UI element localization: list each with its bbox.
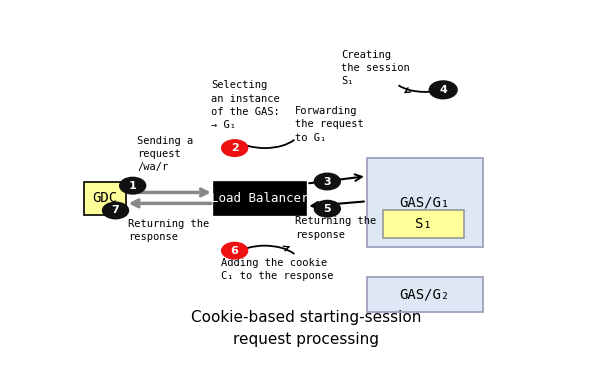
Text: GDC: GDC xyxy=(92,191,117,205)
Text: Load Balancer: Load Balancer xyxy=(211,192,309,205)
Text: Forwarding
the request
to G₁: Forwarding the request to G₁ xyxy=(295,106,364,142)
Text: GAS/G₁: GAS/G₁ xyxy=(399,196,450,210)
Text: 1: 1 xyxy=(129,180,136,190)
FancyBboxPatch shape xyxy=(367,277,483,312)
Text: 6: 6 xyxy=(231,246,239,256)
FancyBboxPatch shape xyxy=(383,210,464,238)
Text: Sending a
request
/wa/r: Sending a request /wa/r xyxy=(138,136,194,172)
Text: 2: 2 xyxy=(231,143,239,153)
Circle shape xyxy=(103,202,129,219)
FancyBboxPatch shape xyxy=(367,159,483,247)
Text: Selecting
an instance
of the GAS:
→ G₁: Selecting an instance of the GAS: → G₁ xyxy=(212,80,280,130)
Text: 3: 3 xyxy=(324,177,331,187)
Circle shape xyxy=(120,177,146,194)
Text: 4: 4 xyxy=(440,85,447,95)
Text: 7: 7 xyxy=(112,205,120,215)
FancyBboxPatch shape xyxy=(214,182,307,215)
Text: 5: 5 xyxy=(324,204,331,214)
Circle shape xyxy=(315,173,340,190)
Text: Creating
the session
S₁: Creating the session S₁ xyxy=(341,50,410,86)
Text: GAS/G₂: GAS/G₂ xyxy=(399,288,450,301)
Circle shape xyxy=(222,242,248,259)
Circle shape xyxy=(315,200,340,217)
Circle shape xyxy=(429,81,457,99)
Circle shape xyxy=(222,140,248,156)
Text: Returning the
response: Returning the response xyxy=(128,219,209,242)
FancyBboxPatch shape xyxy=(84,182,126,215)
Text: Adding the cookie
C₁ to the response: Adding the cookie C₁ to the response xyxy=(221,258,333,281)
Text: Returning the
response: Returning the response xyxy=(295,216,376,240)
Text: S₁: S₁ xyxy=(415,217,432,231)
Text: Cookie-based starting-session
request processing: Cookie-based starting-session request pr… xyxy=(191,310,422,347)
